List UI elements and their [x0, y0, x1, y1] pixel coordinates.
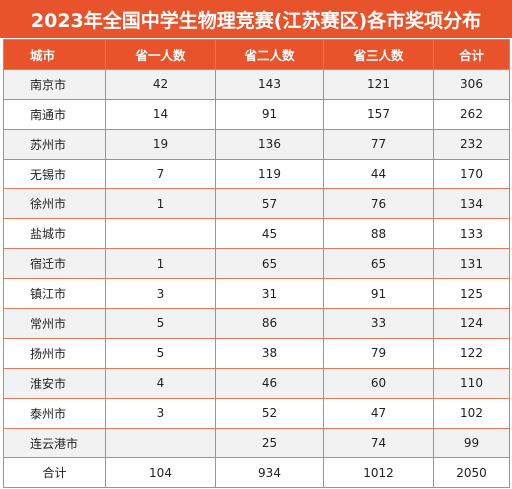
second-prize-cell: 119: [215, 158, 324, 190]
first-prize-cell: 7: [105, 158, 216, 190]
table-header-row: 城市 省一人数 省二人数 省三人数 合计: [3, 39, 510, 70]
second-prize-cell: 52: [215, 397, 324, 429]
table-row: 无锡市 7 119 44 170: [3, 158, 510, 190]
table-row: 镇江市 3 31 91 125: [3, 278, 510, 310]
total-cell: 134: [433, 188, 510, 220]
second-prize-cell: 934: [215, 457, 324, 489]
city-cell: 南京市: [3, 68, 106, 100]
first-prize-cell: 104: [105, 457, 216, 489]
column-header-first-prize: 省一人数: [105, 39, 216, 70]
table-row: 扬州市 5 38 79 122: [3, 337, 510, 369]
table-row: 南通市 14 91 157 262: [3, 98, 510, 130]
total-cell: 2050: [433, 457, 510, 489]
total-cell: 170: [433, 158, 510, 190]
first-prize-cell: 3: [105, 397, 216, 429]
first-prize-cell: 1: [105, 248, 216, 280]
third-prize-cell: 74: [323, 427, 434, 459]
first-prize-cell: [105, 427, 216, 459]
city-cell: 宿迁市: [3, 248, 106, 280]
third-prize-cell: 47: [323, 397, 434, 429]
total-cell: 102: [433, 397, 510, 429]
table-row: 连云港市 25 74 99: [3, 427, 510, 459]
table-row: 徐州市 1 57 76 134: [3, 188, 510, 220]
city-cell: 无锡市: [3, 158, 106, 190]
city-cell: 泰州市: [3, 397, 106, 429]
page-title: 2023年全国中学生物理竞赛(江苏赛区)各市奖项分布: [0, 0, 512, 38]
city-cell: 苏州市: [3, 128, 106, 160]
first-prize-cell: 5: [105, 308, 216, 339]
second-prize-cell: 57: [215, 188, 324, 220]
table-row: 常州市 5 86 33 124: [3, 308, 510, 339]
column-header-city: 城市: [3, 39, 106, 70]
second-prize-cell: 86: [215, 308, 324, 339]
first-prize-cell: 19: [105, 128, 216, 160]
first-prize-cell: 42: [105, 68, 216, 100]
third-prize-cell: 91: [323, 278, 434, 310]
total-cell: 232: [433, 128, 510, 160]
column-header-third-prize: 省三人数: [323, 39, 434, 70]
third-prize-cell: 77: [323, 128, 434, 160]
third-prize-cell: 1012: [323, 457, 434, 489]
third-prize-cell: 65: [323, 248, 434, 280]
city-cell: 扬州市: [3, 337, 106, 369]
city-cell: 镇江市: [3, 278, 106, 310]
first-prize-cell: 5: [105, 337, 216, 369]
second-prize-cell: 136: [215, 128, 324, 160]
total-cell: 306: [433, 68, 510, 100]
awards-table: 城市 省一人数 省二人数 省三人数 合计 南京市 42 143 121 306 南通市 14…: [3, 39, 510, 489]
first-prize-cell: 1: [105, 188, 216, 220]
third-prize-cell: 157: [323, 98, 434, 130]
third-prize-cell: 33: [323, 308, 434, 339]
city-cell: 常州市: [3, 308, 106, 339]
column-header-total: 合计: [433, 39, 510, 70]
city-cell: 盐城市: [3, 218, 106, 250]
total-cell: 262: [433, 98, 510, 130]
total-cell: 99: [433, 427, 510, 459]
second-prize-cell: 46: [215, 367, 324, 399]
second-prize-cell: 65: [215, 248, 324, 280]
second-prize-cell: 38: [215, 337, 324, 369]
total-cell: 131: [433, 248, 510, 280]
third-prize-cell: 88: [323, 218, 434, 250]
table-row: 盐城市 45 88 133: [3, 218, 510, 250]
third-prize-cell: 79: [323, 337, 434, 369]
city-cell: 淮安市: [3, 367, 106, 399]
table-total-row: 合计 104 934 1012 2050: [3, 457, 510, 489]
second-prize-cell: 91: [215, 98, 324, 130]
second-prize-cell: 45: [215, 218, 324, 250]
second-prize-cell: 31: [215, 278, 324, 310]
total-cell: 122: [433, 337, 510, 369]
third-prize-cell: 76: [323, 188, 434, 220]
total-cell: 124: [433, 308, 510, 339]
city-cell: 徐州市: [3, 188, 106, 220]
table-row: 淮安市 4 46 60 110: [3, 367, 510, 399]
column-header-second-prize: 省二人数: [215, 39, 324, 70]
city-cell: 南通市: [3, 98, 106, 130]
first-prize-cell: [105, 218, 216, 250]
first-prize-cell: 4: [105, 367, 216, 399]
total-cell: 110: [433, 367, 510, 399]
total-label-cell: 合计: [3, 457, 106, 489]
third-prize-cell: 44: [323, 158, 434, 190]
first-prize-cell: 3: [105, 278, 216, 310]
table-row: 南京市 42 143 121 306: [3, 68, 510, 100]
third-prize-cell: 60: [323, 367, 434, 399]
total-cell: 133: [433, 218, 510, 250]
table-row: 苏州市 19 136 77 232: [3, 128, 510, 160]
total-cell: 125: [433, 278, 510, 310]
second-prize-cell: 25: [215, 427, 324, 459]
table-row: 宿迁市 1 65 65 131: [3, 248, 510, 280]
first-prize-cell: 14: [105, 98, 216, 130]
second-prize-cell: 143: [215, 68, 324, 100]
table-row: 泰州市 3 52 47 102: [3, 397, 510, 429]
city-cell: 连云港市: [3, 427, 106, 459]
third-prize-cell: 121: [323, 68, 434, 100]
